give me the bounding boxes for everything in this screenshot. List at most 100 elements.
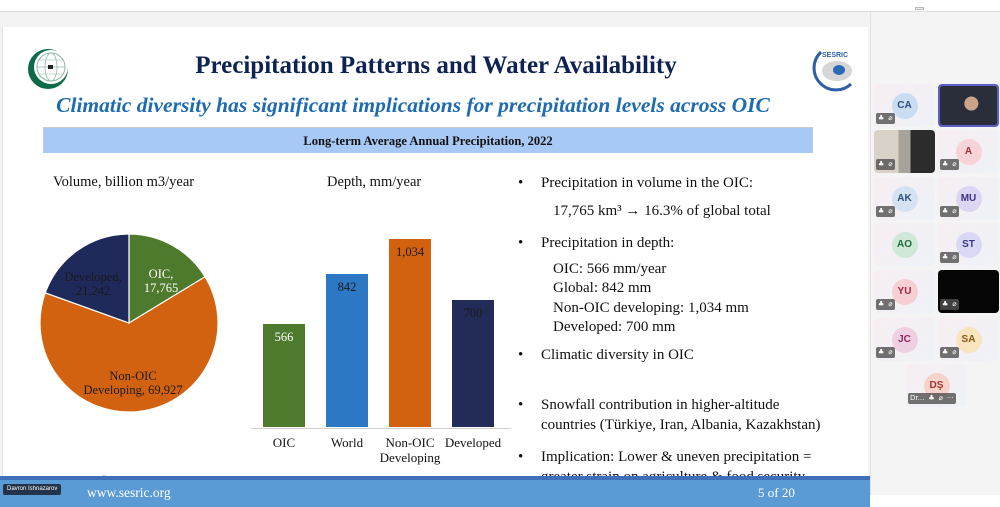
minimize-icon[interactable]	[915, 7, 924, 10]
participant-avatar: AO	[891, 231, 918, 258]
slide-footer: www.sesric.org 5 of 20	[0, 476, 870, 507]
participant-tile[interactable]: ♣ ⌀	[938, 270, 999, 313]
presentation-slide: Precipitation Patterns and Water Availab…	[2, 27, 868, 495]
bullet-text: Precipitation in volume in the OIC: 17,76…	[541, 174, 771, 221]
chart-band-header: Long-term Average Annual Precipitation, …	[43, 127, 813, 153]
bullet-text: Climatic diversity in OIC	[541, 347, 694, 363]
participant-tile[interactable]: YU ♣ ⌀	[874, 270, 935, 313]
bullet-text: Snowfall contribution in higher-altitude…	[541, 397, 821, 433]
bullet-subtext: Non-OIC developing: 1,034 mm	[553, 299, 749, 316]
mic-muted-icon: ⌀	[888, 300, 893, 308]
pie-slice-non-oic-developing	[39, 275, 219, 413]
participant-controls: ♣ ⌀	[940, 159, 959, 170]
slide-subtitle: Climatic diversity has significant impli…	[56, 93, 770, 117]
bar-world	[326, 273, 368, 427]
participant-controls: Dr... ♣ ⌀ ···	[908, 393, 956, 404]
pie-label-oic: OIC, 17,765	[131, 267, 191, 295]
participant-icon: ♣	[942, 253, 949, 261]
page-indicator: 5 of 20	[758, 485, 795, 500]
participant-icon: ♣	[942, 160, 949, 168]
participant-controls: ♣ ⌀	[940, 347, 959, 358]
participant-tile[interactable]: JC ♣ ⌀	[874, 318, 935, 361]
sesric-logo-icon: SESRIC	[812, 50, 853, 92]
bar-value-label: 842	[337, 279, 357, 294]
bar-value-label: 700	[463, 305, 483, 320]
bullet-icon: •	[518, 397, 524, 413]
participant-controls: ♣ ⌀	[940, 252, 959, 263]
participant-controls: ♣ ⌀	[876, 206, 895, 217]
bullet-icon: •	[518, 175, 524, 191]
participant-avatar: ST	[955, 231, 982, 258]
bar-developed	[452, 299, 494, 427]
participant-tile[interactable]: AK ♣ ⌀	[874, 177, 935, 220]
mic-muted-icon: ⌀	[888, 114, 893, 122]
participant-tile[interactable]: ST ♣ ⌀	[938, 223, 999, 266]
participant-tile[interactable]: CA ♣ ⌀	[874, 84, 935, 127]
participant-avatar: A	[955, 138, 982, 165]
pie-chart	[39, 233, 219, 413]
participant-tile[interactable]: ♣ ⌀	[874, 130, 935, 173]
participant-avatar: AK	[891, 185, 918, 212]
participant-controls: ♣ ⌀	[876, 299, 895, 310]
participant-icon: ♣	[942, 300, 949, 308]
band-title: Long-term Average Annual Precipitation, …	[303, 134, 553, 148]
bar-oic	[263, 324, 305, 427]
participant-tile[interactable]: SA ♣ ⌀	[938, 318, 999, 361]
bullet-subtext: 17,765 km³ → 16.3% of global total	[553, 202, 771, 219]
mic-muted-icon: ⌀	[952, 207, 957, 215]
participant-tile[interactable]: MU ♣ ⌀	[938, 177, 999, 220]
sesric-logo-text: SESRIC	[822, 52, 848, 59]
mic-muted-icon: ⌀	[938, 394, 943, 402]
participant-icon: ♣	[942, 207, 949, 215]
participant-tile[interactable]	[938, 84, 999, 127]
oic-logo-icon	[28, 49, 68, 89]
participant-tile[interactable]: A ♣ ⌀	[938, 130, 999, 173]
participant-video	[940, 86, 997, 125]
participant-tile[interactable]: DŞ Dr... ♣ ⌀ ···	[906, 364, 967, 407]
participant-avatar: MU	[955, 185, 982, 212]
bar-category-label: World	[330, 435, 364, 450]
participant-avatar: YU	[891, 278, 918, 305]
pie-label-line: 21,242	[75, 284, 111, 298]
mic-muted-icon: ⌀	[952, 300, 957, 308]
participant-tile[interactable]: AO	[874, 223, 935, 266]
bar-non-oic-developing	[389, 239, 431, 427]
participant-icon: ♣	[878, 207, 885, 215]
participant-controls: ♣ ⌀	[876, 113, 895, 124]
bullet-subtext: Global: 842 mm	[553, 280, 652, 296]
mic-muted-icon: ⌀	[952, 348, 957, 356]
more-options-icon[interactable]: ···	[946, 394, 954, 402]
pie-label-line: Developing, 69,927	[83, 383, 183, 397]
window-top-bar	[0, 0, 1000, 12]
participant-avatar: JC	[891, 326, 918, 353]
pie-label-line: 17,765	[143, 281, 179, 295]
participant-icon: ♣	[928, 394, 935, 402]
participant-icon: ♣	[878, 114, 885, 122]
mic-muted-icon: ⌀	[952, 253, 957, 261]
mic-muted-icon: ⌀	[952, 160, 957, 168]
pie-label-line: Non-OIC	[109, 369, 157, 383]
slide-title: Precipitation Patterns and Water Availab…	[195, 52, 677, 79]
pie-chart-title: Volume, billion m3/year	[53, 174, 195, 190]
bar-category-label: Non-OIC Developing	[379, 435, 441, 465]
shared-screen: Precipitation Patterns and Water Availab…	[0, 12, 870, 507]
participant-icon: ♣	[878, 160, 885, 168]
pie-label-line: OIC,	[148, 267, 174, 281]
bullet-subtext: Developed: 700 mm	[553, 319, 676, 335]
participant-icon: ♣	[942, 348, 949, 356]
bullet-icon: •	[518, 449, 524, 465]
bar-category-label: OIC	[272, 435, 296, 450]
pie-slice-oic	[128, 233, 206, 325]
participant-controls: ♣ ⌀	[876, 347, 895, 358]
participant-icon: ♣	[878, 348, 885, 356]
footer-url: www.sesric.org	[87, 485, 171, 500]
bar-category-label: Developed	[444, 435, 502, 450]
bullet-icon: •	[518, 347, 524, 363]
mic-muted-icon: ⌀	[888, 160, 893, 168]
bullet-subtext: OIC: 566 mm/year	[553, 260, 667, 277]
bullet-icon: •	[518, 235, 524, 251]
pie-label-developed: Developed, 21,242	[58, 270, 128, 298]
bar-chart: 566 842 1,034 700	[258, 227, 508, 427]
mic-muted-icon: ⌀	[888, 348, 893, 356]
participants-panel: CA ♣ ⌀ ♣ ⌀ A ♣ ⌀ AK ♣ ⌀ MU ♣ ⌀ AO ST ♣ ⌀ YU ♣ ⌀ ♣ ⌀ JC ♣ ⌀ SA ♣ ⌀ DŞ D…	[870, 12, 1000, 495]
